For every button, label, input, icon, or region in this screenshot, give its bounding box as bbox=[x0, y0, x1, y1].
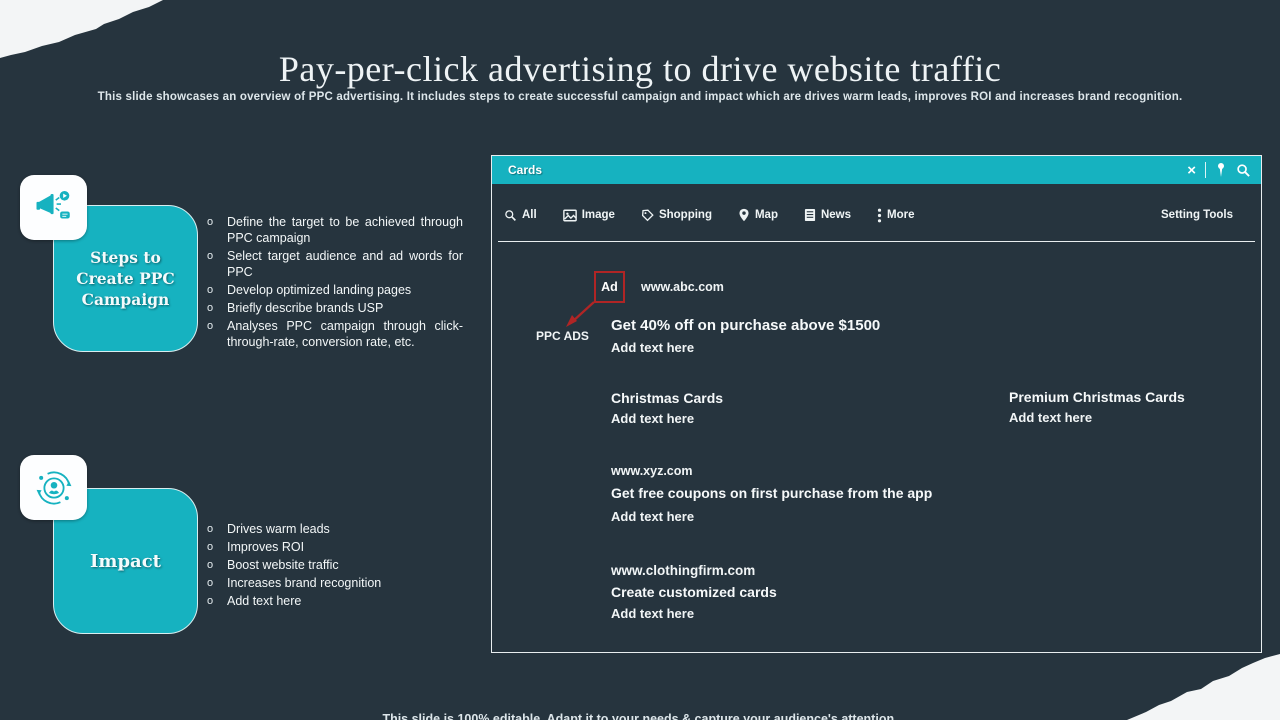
megaphone-icon bbox=[36, 190, 70, 218]
tab-label: News bbox=[820, 209, 852, 221]
ppc-ads-callout: PPC ADS bbox=[536, 329, 589, 343]
ppc-ads-arrow bbox=[566, 301, 595, 327]
image-icon bbox=[562, 209, 577, 221]
result-title[interactable]: Christmas Cards bbox=[611, 390, 724, 406]
window-title: Cards bbox=[508, 163, 543, 177]
ad-badge: Ad bbox=[594, 271, 625, 303]
result-headline[interactable]: Get free coupons on first purchase from … bbox=[611, 485, 933, 501]
tab-label: Image bbox=[581, 209, 615, 221]
search-icon[interactable] bbox=[1236, 163, 1251, 178]
footer-note: This slide is 100% editable. Adapt it to… bbox=[382, 711, 898, 720]
steps-bullet-list: Define the target to be achieved through… bbox=[205, 214, 463, 352]
search-icon bbox=[505, 209, 516, 221]
tab-label: Shopping bbox=[658, 209, 712, 221]
impact-icon-chip bbox=[20, 455, 87, 520]
bullet-item: Improves ROI bbox=[205, 539, 463, 555]
search-tabbar: All Image Shopping bbox=[492, 200, 1261, 230]
impact-bullet-list: Drives warm leads Improves ROI Boost web… bbox=[205, 521, 463, 611]
result-subtext: Add text here bbox=[611, 509, 695, 524]
page-subtitle: This slide showcases an overview of PPC … bbox=[97, 90, 1183, 103]
result-url[interactable]: www.clothingfirm.com bbox=[611, 563, 756, 578]
torn-corner-bottom-right bbox=[1127, 654, 1280, 720]
more-dots-icon bbox=[877, 208, 882, 222]
tab-all[interactable]: All bbox=[504, 209, 537, 222]
bullet-item: Drives warm leads bbox=[205, 521, 463, 537]
bullet-item: Increases brand recognition bbox=[205, 575, 463, 591]
setting-tools-button[interactable]: Setting Tools bbox=[1161, 209, 1233, 221]
window-titlebar: Cards × bbox=[492, 156, 1261, 184]
bullet-item: Briefly describe brands USP bbox=[205, 300, 463, 316]
window-controls: × bbox=[1187, 162, 1251, 178]
bullet-item: Define the target to be achieved through… bbox=[205, 214, 463, 246]
impact-heading: Impact bbox=[90, 550, 161, 572]
search-window: Cards × All bbox=[491, 155, 1262, 653]
bullet-item: Analyses PPC campaign through click-thro… bbox=[205, 318, 463, 350]
map-pin-icon bbox=[739, 208, 749, 222]
tab-label: More bbox=[887, 209, 915, 221]
page-title: Pay-per-click advertising to drive websi… bbox=[278, 49, 1002, 90]
result-subtext: Add text here bbox=[611, 411, 695, 426]
steps-heading: Steps to Create PPC Campaign bbox=[76, 247, 174, 310]
result-title[interactable]: Premium Christmas Cards bbox=[1009, 389, 1185, 405]
tab-news[interactable]: News bbox=[804, 208, 851, 222]
tab-shopping[interactable]: Shopping bbox=[641, 209, 712, 222]
steps-icon-chip bbox=[20, 175, 87, 240]
audience-icon bbox=[36, 471, 71, 504]
result-headline[interactable]: Get 40% off on purchase above $1500 bbox=[611, 317, 881, 334]
bullet-item: Add text here bbox=[205, 593, 463, 609]
result-headline[interactable]: Create customized cards bbox=[611, 584, 777, 600]
steps-heading-line: Create PPC bbox=[76, 269, 175, 288]
tab-image[interactable]: Image bbox=[562, 209, 615, 222]
titlebar-divider bbox=[1205, 162, 1206, 178]
news-icon bbox=[804, 209, 816, 221]
tab-label: Map bbox=[754, 209, 778, 221]
bullet-item: Develop optimized landing pages bbox=[205, 282, 463, 298]
tab-more[interactable]: More bbox=[877, 208, 915, 223]
tab-map[interactable]: Map bbox=[738, 208, 778, 222]
tab-label: All bbox=[522, 209, 537, 221]
bullet-item: Select target audience and ad words for … bbox=[205, 248, 463, 280]
steps-heading-line: Steps to bbox=[90, 248, 161, 267]
pin-icon[interactable] bbox=[1215, 162, 1227, 178]
close-icon[interactable]: × bbox=[1187, 161, 1196, 179]
result-url[interactable]: www.xyz.com bbox=[611, 464, 693, 478]
tag-icon bbox=[641, 209, 654, 221]
result-url[interactable]: www.abc.com bbox=[641, 280, 724, 294]
tabbar-separator bbox=[498, 241, 1255, 242]
steps-heading-line: Campaign bbox=[81, 290, 170, 309]
result-subtext: Add text here bbox=[611, 340, 695, 355]
result-subtext: Add text here bbox=[1009, 410, 1093, 425]
result-subtext: Add text here bbox=[611, 606, 695, 621]
bullet-item: Boost website traffic bbox=[205, 557, 463, 573]
